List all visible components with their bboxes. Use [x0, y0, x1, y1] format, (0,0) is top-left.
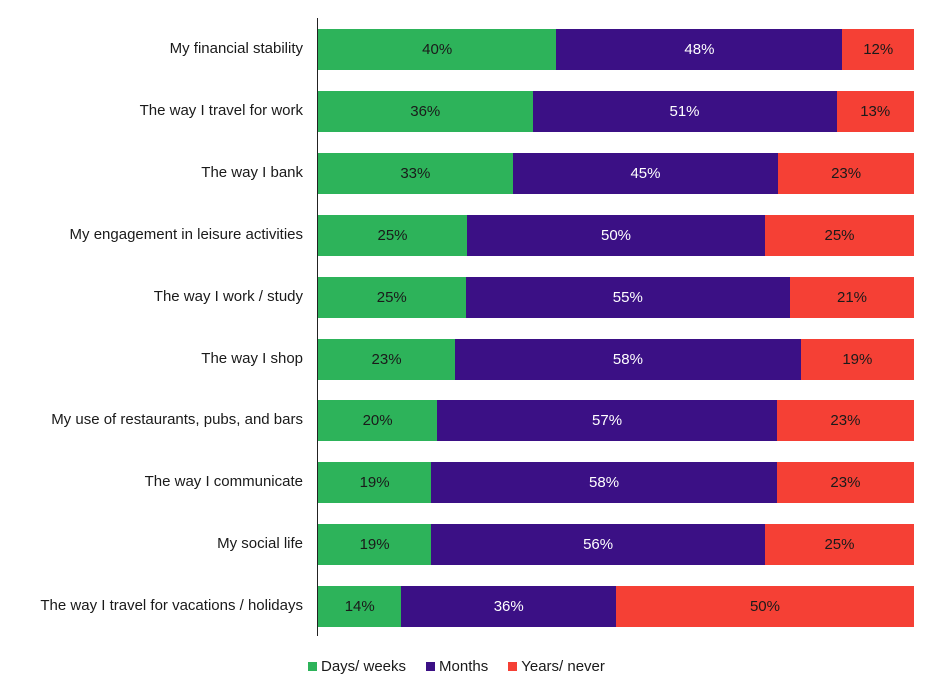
- bar-segment-months: 56%: [431, 524, 765, 566]
- legend-label: Years/ never: [521, 658, 605, 675]
- legend-item: Years/ never: [508, 658, 605, 675]
- bar-row: 23% 58% 19%: [318, 338, 914, 380]
- data-label: 25%: [824, 536, 855, 554]
- bar-row: 19% 58% 23%: [318, 462, 914, 504]
- category-label: My social life: [217, 535, 303, 553]
- bar-segment-days-weeks: 25%: [318, 276, 466, 318]
- bar-segment-years-never: 12%: [842, 29, 914, 70]
- data-label: 45%: [630, 164, 661, 182]
- bar-segment-days-weeks: 19%: [318, 524, 432, 566]
- legend-swatch: [426, 662, 436, 671]
- bar-segment-months: 36%: [401, 586, 616, 628]
- data-label: 25%: [377, 226, 408, 244]
- category-label: The way I work / study: [153, 287, 303, 305]
- bar-segment-days-weeks: 25%: [318, 214, 467, 256]
- bar-segment-days-weeks: 33%: [318, 152, 513, 194]
- data-label: 19%: [842, 350, 873, 368]
- bar-segment-days-weeks: 14%: [318, 586, 402, 628]
- bar-row: 14% 36% 50%: [318, 586, 914, 628]
- category-label: The way I travel for vacations / holiday…: [40, 597, 303, 615]
- category-label: The way I communicate: [144, 473, 303, 491]
- bar-segment-years-never: 23%: [776, 462, 914, 504]
- bar-segment-months: 51%: [532, 90, 837, 132]
- bar-segment-months: 45%: [512, 152, 779, 194]
- category-label: My engagement in leisure activities: [69, 225, 303, 243]
- data-label: 58%: [612, 350, 643, 368]
- bar-row: 25% 50% 25%: [318, 214, 914, 256]
- bar-segment-years-never: 23%: [778, 152, 914, 194]
- data-label: 33%: [400, 164, 431, 182]
- data-label: 12%: [863, 41, 894, 58]
- data-label: 21%: [837, 288, 868, 306]
- data-label: 50%: [600, 226, 632, 244]
- data-label: 19%: [359, 536, 390, 554]
- bar-segment-days-weeks: 20%: [318, 400, 438, 442]
- data-label: 25%: [824, 226, 855, 244]
- category-label: The way I bank: [201, 163, 303, 181]
- data-label: 51%: [669, 102, 700, 120]
- bar-row: 20% 57% 23%: [318, 400, 914, 442]
- data-label: 56%: [583, 536, 614, 554]
- category-label: The way I travel for work: [139, 101, 303, 119]
- bar-segment-months: 58%: [455, 338, 801, 380]
- bar-segment-days-weeks: 36%: [318, 90, 533, 132]
- data-label: 23%: [831, 164, 862, 182]
- legend-label: Months: [439, 658, 489, 675]
- data-label: 48%: [684, 41, 715, 58]
- data-label: 23%: [830, 474, 861, 492]
- data-label: 50%: [749, 598, 780, 616]
- legend-swatch: [308, 662, 317, 671]
- bar-row: 36% 51% 13%: [318, 90, 914, 132]
- data-label: 36%: [410, 102, 441, 120]
- bar-row: 33% 45% 23%: [318, 152, 914, 194]
- category-axis-line: [317, 18, 318, 636]
- data-label: 55%: [612, 288, 643, 306]
- bar-segment-years-never: 19%: [800, 338, 914, 380]
- bar-segment-days-weeks: 40%: [318, 29, 557, 70]
- bar-segment-years-never: 25%: [765, 214, 914, 256]
- data-label: 40%: [422, 41, 453, 58]
- bar-row: 19% 56% 25%: [318, 524, 914, 566]
- category-label: The way I shop: [201, 349, 303, 367]
- data-label: 14%: [344, 598, 375, 616]
- bar-segment-months: 50%: [467, 214, 765, 256]
- legend-swatch: [508, 662, 518, 671]
- bar-segment-years-never: 25%: [764, 524, 914, 566]
- bar-segment-months: 48%: [556, 29, 843, 70]
- bar-segment-years-never: 21%: [790, 276, 914, 318]
- data-label: 20%: [362, 412, 393, 430]
- bar-segment-years-never: 50%: [615, 586, 914, 628]
- data-label: 36%: [493, 598, 524, 616]
- bar-segment-months: 58%: [431, 462, 777, 504]
- bar-segment-months: 55%: [465, 276, 791, 318]
- data-label: 23%: [830, 412, 861, 430]
- category-label: My use of restaurants, pubs, and bars: [51, 411, 303, 429]
- legend-item: Months: [426, 658, 488, 675]
- data-label: 23%: [371, 350, 402, 368]
- bar-segment-months: 57%: [437, 400, 777, 442]
- legend-item: Days/ weeks: [308, 658, 406, 675]
- data-label: 13%: [860, 102, 891, 120]
- legend: Days/ weeks Months Years/ never: [308, 658, 625, 675]
- category-label: My financial stability: [169, 40, 303, 57]
- bar-row: 25% 55% 21%: [318, 276, 914, 318]
- bar-segment-days-weeks: 23%: [318, 338, 456, 380]
- data-label: 19%: [359, 474, 390, 492]
- bar-segment-years-never: 13%: [836, 90, 914, 132]
- bar-segment-days-weeks: 19%: [318, 462, 432, 504]
- data-label: 58%: [589, 474, 620, 492]
- bar-segment-years-never: 23%: [776, 400, 914, 442]
- legend-label: Days/ weeks: [321, 658, 407, 675]
- data-label: 57%: [592, 412, 623, 430]
- bar-row: 40% 48% 12%: [318, 29, 914, 70]
- data-label: 25%: [376, 288, 407, 306]
